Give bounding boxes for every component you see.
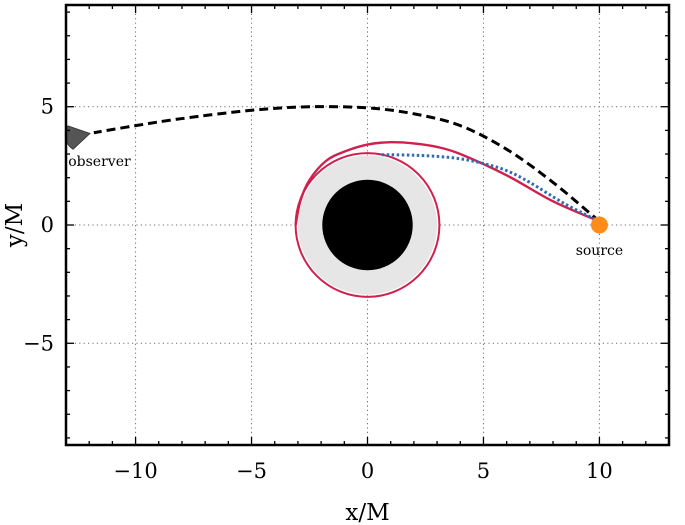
black-hole: [297, 155, 438, 295]
observer-marker: [64, 125, 91, 150]
source-label: source: [576, 243, 623, 259]
source-marker: [590, 216, 608, 234]
x-tick-label: −10: [113, 459, 157, 483]
y-tick-label: 0: [41, 213, 54, 237]
observer-icon: [64, 125, 91, 150]
tick-labels: −10 −5 0 5 10 −5 0 5: [23, 95, 613, 483]
y-tick-label: −5: [23, 331, 54, 355]
direct-ray: [93, 105, 601, 223]
x-axis-label: x/M: [345, 500, 389, 525]
y-axis-label: y/M: [2, 203, 28, 248]
winding-ray: [294, 140, 600, 226]
secondary-ray: [379, 153, 601, 223]
trajectories: [93, 105, 601, 298]
ticks: [65, 5, 670, 445]
x-tick-label: 0: [361, 459, 374, 483]
x-tick-label: −5: [236, 459, 267, 483]
event-horizon: [322, 179, 413, 271]
x-tick-label: 5: [477, 459, 490, 483]
y-tick-label: 5: [41, 95, 54, 119]
x-tick-label: 10: [586, 459, 613, 483]
observer-label: observer: [68, 154, 131, 170]
